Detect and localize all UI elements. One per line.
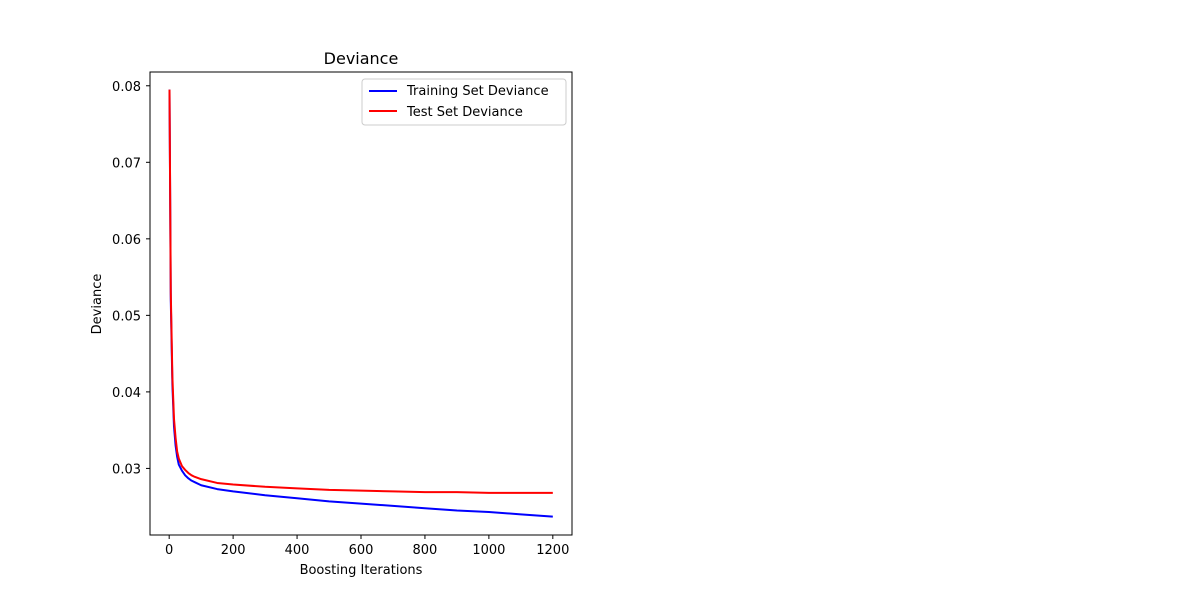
y-axis-ticks: 0.03 0.04 0.05 0.06 0.07 0.08 [112, 80, 150, 477]
y-tick-label: 0.04 [112, 386, 141, 401]
x-tick-label: 200 [221, 543, 246, 558]
x-tick-label: 0 [165, 543, 173, 558]
x-tick-label: 1000 [472, 543, 505, 558]
x-tick-label: 400 [285, 543, 310, 558]
legend-label-training: Training Set Deviance [406, 84, 549, 99]
y-axis-label: Deviance [90, 274, 105, 335]
y-tick-label: 0.08 [112, 80, 141, 95]
y-tick-label: 0.05 [112, 309, 141, 324]
chart-title: Deviance [324, 49, 399, 68]
legend-label-test: Test Set Deviance [406, 105, 523, 120]
x-tick-label: 600 [349, 543, 374, 558]
series-line-1 [168, 89, 553, 494]
x-tick-label: 1200 [536, 543, 569, 558]
x-axis-label: Boosting Iterations [300, 563, 423, 578]
y-tick-label: 0.06 [112, 233, 141, 248]
plot-frame [149, 71, 573, 536]
plot-lines [168, 89, 553, 518]
legend: Training Set Deviance Test Set Deviance [361, 78, 567, 126]
y-tick-label: 0.03 [112, 462, 141, 477]
y-tick-label: 0.07 [112, 156, 141, 171]
x-axis-ticks: 0 200 400 600 800 1000 1200 [165, 535, 569, 558]
x-tick-label: 800 [413, 543, 438, 558]
legend-box [361, 78, 567, 126]
